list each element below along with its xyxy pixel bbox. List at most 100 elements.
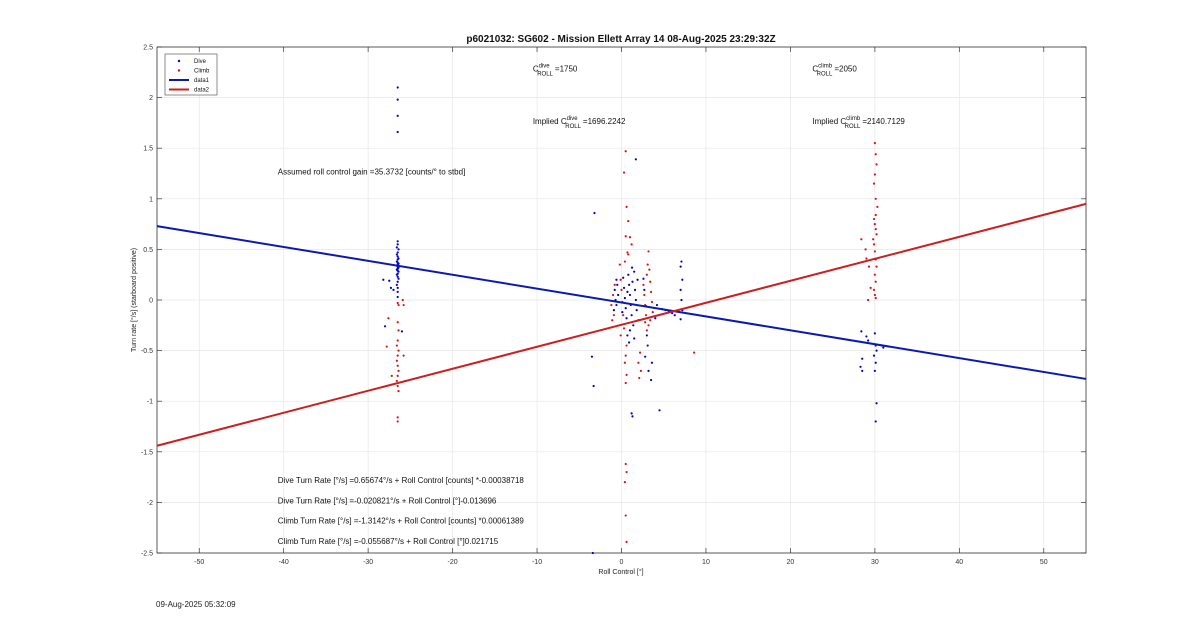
scatter-point-dive [396, 280, 399, 283]
scatter-point-climb [643, 293, 646, 297]
scatter-point-dive [634, 158, 637, 161]
scatter-point-dive [624, 306, 627, 310]
legend-marker-dive [177, 59, 181, 63]
scatter-point-dive [623, 296, 626, 300]
annotation-fit3: Climb Turn Rate [°/s] =-1.3142°/s + Roll… [278, 517, 525, 526]
annotation-gain: Assumed roll control gain =35.3732 [coun… [278, 168, 466, 177]
scatter-point-dive [397, 270, 400, 273]
scatter-point-dive [396, 286, 399, 289]
scatter-point-dive [680, 298, 683, 302]
scatter-point-climb [872, 182, 876, 185]
scatter-point-climb [390, 374, 393, 377]
scatter-point-climb [613, 283, 616, 286]
scatter-point-dive [634, 298, 637, 302]
legend-item-data1: data1 [169, 78, 210, 84]
annotation-prefix: Implied [812, 117, 840, 126]
x-tick-label: 50 [1040, 559, 1048, 566]
scatter-point-dive [642, 277, 645, 280]
scatter-point-climb [639, 369, 643, 372]
scatter-point-dive [397, 248, 400, 251]
scatter-point-climb [619, 334, 622, 337]
scatter-point-climb [630, 243, 633, 246]
scatter-point-climb [618, 263, 621, 266]
scatter-point-dive [400, 330, 404, 333]
scatter-point-dive [874, 420, 877, 423]
y-tick-label: -1.5 [141, 449, 153, 456]
annotation-value: =2050 [834, 64, 857, 73]
fit-line-data1 [156, 225, 1087, 380]
scatter-point-climb [385, 345, 388, 348]
scatter-point-climb [628, 236, 632, 239]
scatter-point-dive [649, 378, 653, 382]
scatter-point-climb [874, 213, 877, 217]
scatter-point-dive [644, 355, 647, 358]
annotation-subscript: ROLL [817, 71, 833, 77]
x-tick-label: -30 [363, 559, 373, 566]
scatter-point-climb [623, 260, 626, 263]
scatter-point-climb [642, 283, 645, 286]
scatter-point-climb [397, 329, 400, 332]
scatter-point-climb [646, 263, 649, 266]
scatter-point-climb [611, 319, 614, 322]
annotation-superscript: climb [846, 116, 861, 122]
y-tick-label: 0.5 [143, 247, 153, 254]
scatter-point-dive [627, 273, 630, 276]
annotation-fit2: Dive Turn Rate [°/s] =-0.020821°/s + Rol… [278, 496, 497, 505]
scatter-point-climb [611, 293, 615, 297]
legend-marker-climb [177, 69, 181, 72]
scatter-point-dive [396, 243, 399, 246]
scatter-point-climb [638, 351, 642, 354]
scatter-point-climb [396, 301, 399, 305]
scatter-point-dive [658, 409, 661, 412]
scatter-point-dive [679, 265, 682, 268]
scatter-point-dive [633, 270, 636, 273]
x-tick-label: 0 [620, 559, 624, 566]
annotation-superscript: climb [818, 63, 833, 69]
x-tick-label: -40 [279, 559, 289, 566]
scatter-point-dive [645, 334, 648, 337]
x-tick-label: -50 [194, 559, 204, 566]
scatter-point-dive [646, 344, 649, 347]
scatter-point-dive [396, 275, 399, 278]
annotation-value: =2140.7129 [862, 117, 905, 126]
scatter-point-climb [625, 470, 628, 474]
scatter-point-climb [396, 339, 399, 342]
scatter-point-climb [402, 303, 405, 307]
scatter-point-climb [867, 265, 871, 268]
scatter-point-climb [610, 303, 613, 307]
annotation-symbol: C [561, 117, 567, 126]
scatter-point-dive [615, 278, 618, 281]
annotation-fit4: Climb Turn Rate [°/s] =-0.055687°/s + Ro… [278, 537, 499, 546]
scatter-point-climb [395, 379, 398, 383]
scatter-point-dive [396, 86, 399, 89]
scatter-point-climb [864, 248, 867, 251]
scatter-point-climb [867, 298, 870, 302]
scatter-point-dive [621, 311, 624, 314]
scatter-point-climb [647, 250, 650, 253]
scatter-point-climb [872, 238, 875, 241]
scatter-point-dive [655, 303, 659, 307]
annotation-superscript: dive [567, 116, 579, 122]
scatter-point-climb [649, 290, 653, 294]
scatter-point-dive [382, 278, 385, 281]
legend-item-dive: Dive [177, 59, 207, 65]
scatter-point-dive [592, 384, 595, 388]
scatter-point-dive [635, 309, 638, 312]
scatter-point-climb [693, 351, 696, 354]
x-tick-label: 40 [955, 559, 963, 566]
scatter-point-dive [395, 283, 398, 286]
scatter-point-climb [650, 300, 654, 304]
scatter-point-dive [681, 278, 684, 281]
scatter-point-climb [625, 373, 628, 376]
scatter-point-dive [622, 276, 625, 279]
scatter-point-climb [396, 416, 399, 419]
scatter-point-dive [628, 341, 631, 344]
scatter-point-dive [636, 278, 639, 281]
scatter-point-dive [396, 130, 399, 134]
scatter-point-dive [628, 293, 632, 297]
scatter-point-climb [645, 329, 648, 332]
x-tick-label: -20 [448, 559, 458, 566]
scatter-point-climb [649, 319, 652, 322]
scatter-point-dive [632, 324, 635, 327]
scatter-point-climb [622, 171, 626, 174]
